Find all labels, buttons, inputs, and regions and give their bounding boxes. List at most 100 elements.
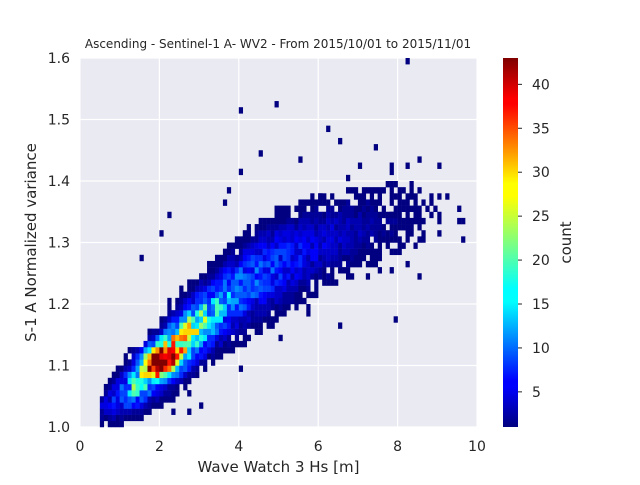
histogram-bin [266, 273, 271, 280]
histogram-bin [135, 402, 140, 409]
histogram-bin [159, 353, 164, 360]
histogram-bin [167, 359, 172, 366]
histogram-bin [262, 297, 267, 305]
histogram-bin [155, 377, 160, 385]
histogram-bin [163, 371, 168, 379]
histogram-bin [119, 402, 124, 409]
histogram-bin [338, 224, 343, 231]
histogram-bin [417, 224, 422, 231]
histogram-bin [270, 285, 275, 292]
x-tick-label: 10 [468, 439, 486, 455]
histogram-bin [397, 199, 402, 206]
histogram-bin [115, 420, 120, 428]
histogram-bin [203, 273, 208, 280]
histogram-bin [183, 383, 188, 391]
histogram-bin [159, 230, 164, 237]
histogram-bin [139, 402, 144, 409]
histogram-bin [401, 187, 406, 194]
y-axis-ticks: 1.0 1.1 1.2 1.3 1.4 1.5 1.6 [48, 51, 70, 436]
histogram-bin [290, 230, 295, 237]
histogram-bin [143, 340, 148, 348]
histogram-bin [310, 230, 315, 237]
histogram-bin [389, 162, 394, 169]
histogram-bin [314, 230, 319, 237]
histogram-bin [226, 347, 232, 354]
histogram-bin [242, 260, 247, 268]
histogram-bin [322, 242, 327, 249]
histogram-bin [298, 199, 303, 206]
histogram-bin [103, 408, 109, 415]
histogram-bin [238, 304, 244, 311]
histogram-bin [139, 383, 144, 391]
histogram-bin [127, 383, 132, 391]
histogram-bin [250, 242, 255, 249]
histogram-bin [123, 408, 128, 415]
histogram-bin [123, 377, 128, 385]
histogram-bin [361, 205, 367, 212]
histogram-bin [389, 267, 394, 274]
histogram-bin [302, 236, 307, 243]
histogram-bin [369, 260, 375, 268]
histogram-bin [127, 365, 132, 372]
histogram-bin [270, 322, 275, 329]
histogram-bin [175, 347, 180, 354]
histogram-bin [381, 211, 386, 219]
histogram-bin [385, 211, 390, 219]
histogram-bin [103, 390, 109, 397]
histogram-bin [147, 334, 152, 342]
histogram-bin [294, 224, 299, 231]
histogram-bin [119, 383, 124, 391]
histogram-bin [278, 217, 283, 225]
histogram-bin [195, 359, 200, 366]
histogram-bin [282, 279, 287, 286]
histogram-bin [183, 365, 188, 372]
histogram-bin [310, 260, 315, 268]
histogram-bin [218, 297, 224, 305]
histogram-bin [167, 347, 172, 354]
histogram-bin [274, 260, 279, 268]
histogram-bin [218, 310, 224, 317]
histogram-bin [314, 217, 319, 225]
histogram-bin [314, 254, 319, 262]
histogram-bin [274, 273, 279, 280]
histogram-bin [151, 347, 156, 354]
histogram-bin [278, 273, 283, 280]
histogram-bin [242, 273, 247, 280]
histogram-bin [191, 279, 196, 286]
histogram-bin [258, 242, 263, 249]
histogram-bin [298, 211, 303, 219]
histogram-bin [203, 310, 208, 317]
histogram-bin [147, 383, 152, 391]
histogram-bin [330, 248, 335, 256]
histogram-bin [163, 353, 168, 360]
histogram-bin [417, 205, 422, 212]
histogram-bin [207, 347, 212, 354]
histogram-bin [159, 365, 164, 372]
histogram-bin [147, 359, 152, 366]
histogram-bin [230, 347, 236, 354]
histogram-bin [238, 279, 244, 286]
histogram-bin [175, 340, 180, 348]
histogram-bin [365, 199, 371, 206]
histogram-bin [322, 236, 327, 243]
histogram-bin [286, 236, 291, 243]
histogram-bin [214, 273, 220, 280]
colorbar-tick-label: 25 [532, 209, 550, 225]
histogram-bin [214, 347, 220, 354]
histogram-bin [199, 340, 204, 348]
histogram-bin [357, 254, 363, 262]
histogram-bin [211, 304, 216, 311]
histogram-bin [187, 310, 192, 317]
histogram-bin [234, 254, 240, 262]
histogram-bin [183, 347, 188, 354]
histogram-bin [345, 174, 351, 182]
histogram-bin [234, 316, 240, 323]
histogram-bin [246, 279, 251, 286]
histogram-bin [258, 217, 263, 225]
histogram-bin [123, 371, 128, 379]
histogram-bin [187, 390, 192, 397]
histogram-bin [330, 230, 335, 237]
histogram-bin [147, 328, 152, 335]
histogram-bin [211, 291, 216, 299]
histogram-bin [159, 340, 164, 348]
